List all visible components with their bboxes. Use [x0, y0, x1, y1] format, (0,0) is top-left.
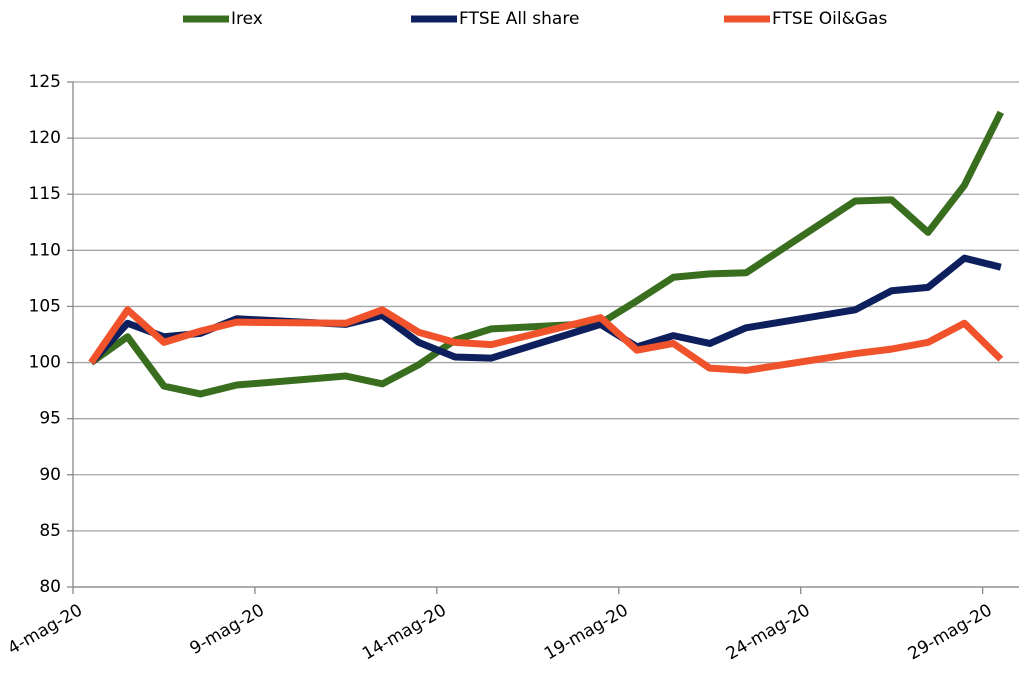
y-tick-label: 110 [29, 240, 61, 260]
x-tick-label: 9-mag-20 [186, 600, 267, 659]
y-tick-label: 80 [39, 577, 61, 597]
legend-label: FTSE All share [459, 9, 579, 29]
series-line [88, 254, 1002, 365]
x-tick-label: 19-mag-20 [541, 600, 632, 664]
y-tick-label: 105 [29, 296, 61, 316]
x-tick-label: 29-mag-20 [905, 600, 996, 664]
y-tick-label: 125 [29, 72, 61, 92]
y-tick-label: 95 [39, 409, 61, 429]
x-tick-label: 14-mag-20 [359, 600, 450, 664]
y-tick-label: 120 [29, 128, 61, 148]
y-tick-label: 90 [39, 465, 61, 485]
legend-label: Irex [231, 9, 263, 29]
legend-label: FTSE Oil&Gas [772, 9, 887, 29]
y-tick-label: 100 [29, 353, 61, 373]
y-tick-label: 115 [29, 184, 61, 204]
x-tick-label: 24-mag-20 [723, 600, 814, 664]
series-line [89, 110, 1004, 398]
x-tick-label: 4-mag-20 [5, 600, 86, 659]
y-tick-label: 85 [39, 521, 61, 541]
series-line [88, 306, 1004, 374]
